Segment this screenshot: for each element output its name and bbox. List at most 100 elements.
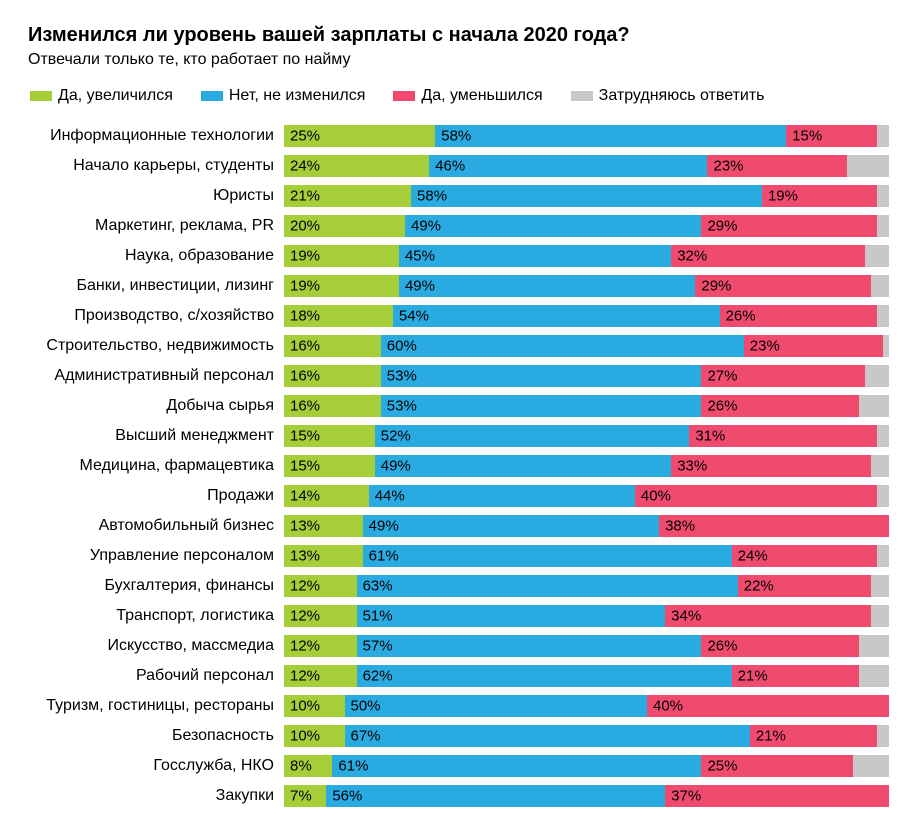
row-label: Банки, инвестиции, лизинг bbox=[28, 277, 284, 295]
stacked-bar: 13%49%38% bbox=[284, 515, 889, 537]
stacked-bar: 15%52%31% bbox=[284, 425, 889, 447]
bar-segment-value: 58% bbox=[441, 128, 471, 145]
bar-segment-decreased: 23% bbox=[707, 155, 846, 177]
bar-segment-value: 21% bbox=[290, 188, 320, 205]
bar-segment-value: 50% bbox=[351, 698, 381, 715]
bar-segment-unchanged: 61% bbox=[332, 755, 701, 777]
bar-segment-unchanged: 46% bbox=[429, 155, 707, 177]
chart-row: Медицина, фармацевтика15%49%33% bbox=[28, 453, 889, 479]
bar-segment-decreased: 19% bbox=[762, 185, 877, 207]
bar-segment-unchanged: 57% bbox=[357, 635, 702, 657]
bar-segment-value: 67% bbox=[351, 728, 381, 745]
bar-segment-value: 40% bbox=[641, 488, 671, 505]
bar-segment-increased: 12% bbox=[284, 665, 357, 687]
bar-segment-decreased: 26% bbox=[701, 395, 858, 417]
bar-segment-value: 44% bbox=[375, 488, 405, 505]
chart-subtitle: Отвечали только те, кто работает по найм… bbox=[28, 51, 889, 69]
bar-segment-value: 10% bbox=[290, 698, 320, 715]
chart-row: Юристы21%58%19% bbox=[28, 183, 889, 209]
stacked-bar: 16%60%23% bbox=[284, 335, 889, 357]
bar-segment-dontknow bbox=[877, 125, 889, 147]
row-label: Туризм, гостиницы, рестораны bbox=[28, 697, 284, 715]
bar-segment-increased: 16% bbox=[284, 335, 381, 357]
bar-segment-value: 19% bbox=[290, 248, 320, 265]
stacked-bar: 19%49%29% bbox=[284, 275, 889, 297]
bar-segment-dontknow bbox=[877, 725, 889, 747]
bar-segment-decreased: 15% bbox=[786, 125, 877, 147]
bar-segment-value: 49% bbox=[381, 458, 411, 475]
chart-row: Высший менеджмент15%52%31% bbox=[28, 423, 889, 449]
row-label: Безопасность bbox=[28, 727, 284, 745]
bar-segment-unchanged: 58% bbox=[411, 185, 762, 207]
chart-row: Продажи14%44%40% bbox=[28, 483, 889, 509]
bar-segment-value: 27% bbox=[707, 368, 737, 385]
bar-segment-increased: 15% bbox=[284, 425, 375, 447]
bar-segment-value: 53% bbox=[387, 368, 417, 385]
bar-segment-value: 34% bbox=[671, 608, 701, 625]
stacked-bar: 10% 67% 21% bbox=[284, 725, 889, 747]
bar-segment-value: 46% bbox=[435, 158, 465, 175]
bar-segment-decreased: 31% bbox=[689, 425, 877, 447]
bar-segment-unchanged: 53% bbox=[381, 395, 702, 417]
bar-segment-value: 24% bbox=[738, 548, 768, 565]
bar-segment-unchanged: 49% bbox=[363, 515, 659, 537]
legend-label: Да, уменьшился bbox=[421, 87, 542, 105]
legend-swatch bbox=[393, 91, 415, 101]
bar-segment-decreased: 37% bbox=[665, 785, 889, 807]
bar-segment-value: 15% bbox=[290, 428, 320, 445]
bar-segment-increased: 12% bbox=[284, 575, 357, 597]
row-label: Управление персоналом bbox=[28, 547, 284, 565]
bar-segment-increased: 12% bbox=[284, 635, 357, 657]
bar-segment-increased: 7% bbox=[284, 785, 326, 807]
bar-segment-dontknow bbox=[871, 605, 889, 627]
bar-segment-increased: 15% bbox=[284, 455, 375, 477]
bar-segment-increased: 10% bbox=[284, 695, 345, 717]
bar-segment-decreased: 33% bbox=[671, 455, 871, 477]
chart-legend: Да, увеличилсяНет, не изменилсяДа, умень… bbox=[28, 87, 889, 105]
bar-segment-value: 33% bbox=[677, 458, 707, 475]
chart-row: Начало карьеры, студенты24%46%23% bbox=[28, 153, 889, 179]
chart-row: Рабочий персонал12%62%21% bbox=[28, 663, 889, 689]
bar-segment-value: 22% bbox=[744, 578, 774, 595]
bar-segment-unchanged: 53% bbox=[381, 365, 702, 387]
row-label: Начало карьеры, студенты bbox=[28, 157, 284, 175]
chart-row: Маркетинг, реклама, PR20%49%29% bbox=[28, 213, 889, 239]
bar-segment-value: 49% bbox=[369, 518, 399, 535]
bar-segment-unchanged: 54% bbox=[393, 305, 720, 327]
bar-segment-value: 29% bbox=[701, 278, 731, 295]
bar-segment-decreased: 40% bbox=[647, 695, 889, 717]
bar-segment-unchanged: 60% bbox=[381, 335, 744, 357]
bar-segment-decreased: 24% bbox=[732, 545, 877, 567]
chart-row: Бухгалтерия, финансы12%63%22% bbox=[28, 573, 889, 599]
bar-segment-decreased: 34% bbox=[665, 605, 871, 627]
bar-segment-increased: 20% bbox=[284, 215, 405, 237]
bar-segment-value: 40% bbox=[653, 698, 683, 715]
stacked-bar: 24%46%23% bbox=[284, 155, 889, 177]
bar-segment-value: 26% bbox=[726, 308, 756, 325]
bar-segment-value: 21% bbox=[756, 728, 786, 745]
bar-segment-value: 25% bbox=[290, 128, 320, 145]
bar-segment-unchanged: 58% bbox=[435, 125, 786, 147]
bar-segment-value: 25% bbox=[707, 758, 737, 775]
chart-row: Банки, инвестиции, лизинг19%49%29% bbox=[28, 273, 889, 299]
bar-segment-decreased: 40% bbox=[635, 485, 877, 507]
bar-segment-value: 10% bbox=[290, 728, 320, 745]
row-label: Продажи bbox=[28, 487, 284, 505]
legend-label: Да, увеличился bbox=[58, 87, 173, 105]
bar-segment-value: 60% bbox=[387, 338, 417, 355]
stacked-bar: 12%62%21% bbox=[284, 665, 889, 687]
bar-segment-increased: 21% bbox=[284, 185, 411, 207]
bar-segment-value: 63% bbox=[363, 578, 393, 595]
legend-label: Затрудняюсь ответить bbox=[599, 87, 765, 105]
bar-segment-increased: 12% bbox=[284, 605, 357, 627]
bar-segment-value: 12% bbox=[290, 578, 320, 595]
bar-segment-value: 16% bbox=[290, 398, 320, 415]
bar-segment-decreased: 38% bbox=[659, 515, 889, 537]
bar-segment-unchanged: 49% bbox=[399, 275, 695, 297]
row-label: Административный персонал bbox=[28, 367, 284, 385]
bar-segment-increased: 16% bbox=[284, 365, 381, 387]
bar-segment-dontknow bbox=[865, 245, 889, 267]
row-label: Наука, образование bbox=[28, 247, 284, 265]
row-label: Закупки bbox=[28, 787, 284, 805]
chart-title: Изменился ли уровень вашей зарплаты с на… bbox=[28, 24, 889, 47]
